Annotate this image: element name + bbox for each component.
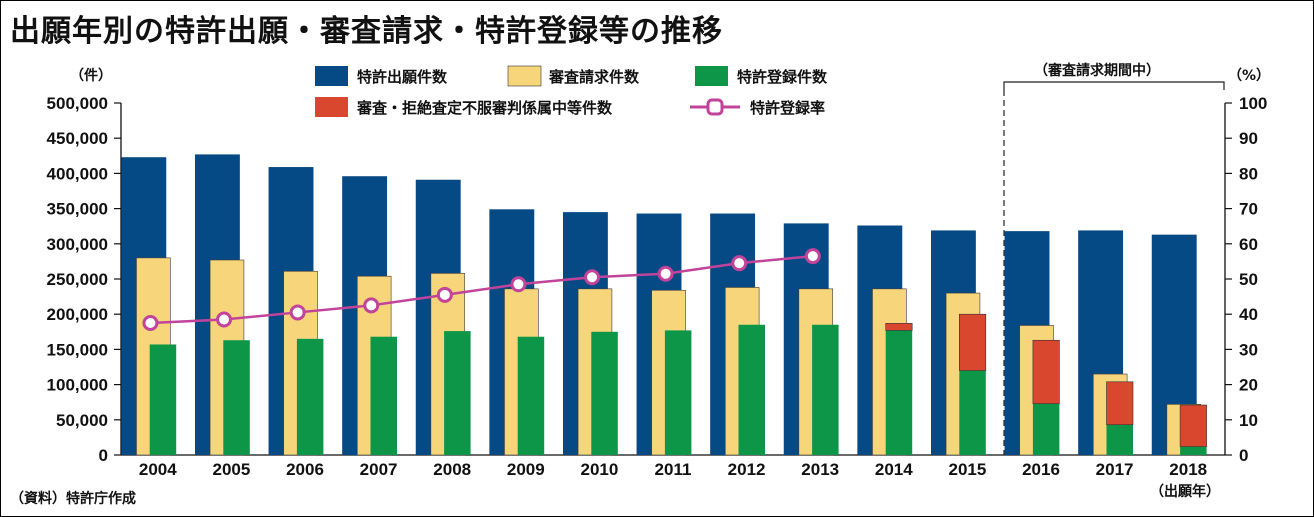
bar-registrations (812, 324, 839, 455)
bar-registrations (149, 344, 177, 455)
x-tick-label: 2005 (212, 460, 250, 479)
left-axis-unit: （件） (70, 67, 112, 84)
x-tick-label: 2013 (801, 460, 839, 479)
period-bracket (1003, 81, 1225, 90)
x-tick-label: 2009 (507, 460, 545, 479)
source-note: （資料）特許庁作成 (10, 490, 136, 507)
legend-label-applications: 特許出願件数 (357, 68, 448, 86)
y-tick-label: 0 (99, 446, 108, 465)
bar-registrations (1180, 446, 1207, 455)
y2-tick-label: 30 (1239, 340, 1258, 359)
y2-tick-label: 10 (1239, 411, 1258, 430)
y-tick-label: 500,000 (47, 94, 108, 113)
bar-pending (959, 313, 987, 371)
x-tick-label: 2004 (139, 460, 177, 479)
legend-label-pending: 審査・拒絶査定不服審判係属中等件数 (356, 99, 613, 117)
bar-registrations (1106, 424, 1133, 455)
bar-registrations (370, 336, 397, 455)
bar-registrations (444, 331, 471, 455)
y2-tick-label: 50 (1239, 270, 1258, 289)
rate-marker (510, 276, 527, 293)
y-tick-label: 50,000 (56, 411, 108, 430)
right-axis-unit: （%） (1228, 68, 1270, 84)
y2-tick-label: 80 (1239, 164, 1258, 183)
x-tick-label: 2006 (286, 460, 324, 479)
rate-marker (289, 304, 306, 321)
chart-title: 出願年別の特許出願・審査請求・特許登録等の推移 (10, 14, 723, 49)
rate-marker (216, 311, 233, 328)
bar-pending (1106, 381, 1134, 426)
legend-label-exam-requests: 審査請求件数 (548, 68, 640, 86)
y2-tick-label: 70 (1239, 200, 1258, 219)
bar-pending (1032, 339, 1060, 404)
bar-pending (1179, 404, 1207, 447)
rate-line (150, 254, 813, 325)
y-tick-label: 100,000 (47, 376, 108, 395)
bar-registrations (664, 330, 692, 455)
x-tick-label: 2007 (360, 460, 398, 479)
y-tick-label: 350,000 (47, 200, 108, 219)
x-tick-label: 2018 (1169, 460, 1207, 479)
legend-marker-rate (706, 98, 724, 116)
rate-line-group (142, 248, 821, 331)
bar-registrations (885, 330, 913, 455)
y2-tick-label: 0 (1239, 446, 1248, 465)
y-tick-label: 250,000 (47, 270, 108, 289)
y-tick-label: 300,000 (47, 235, 108, 254)
legend: 特許出願件数 審査請求件数 特許登録件数 審査・拒絶査定不服審判係属中等件数 特… (315, 65, 828, 117)
bar-registrations (517, 336, 545, 455)
x-tick-label: 2008 (433, 460, 471, 479)
x-tick-label: 2016 (1022, 460, 1060, 479)
y-tick-label: 450,000 (47, 129, 108, 148)
legend-swatch-applications (315, 66, 348, 86)
legend-label-registrations: 特許登録件数 (737, 68, 828, 86)
y2-tick-label: 100 (1239, 94, 1267, 113)
x-tick-label: 2012 (728, 460, 766, 479)
rate-marker (363, 297, 380, 314)
rate-marker (584, 269, 601, 286)
legend-swatch-exam-requests (507, 65, 542, 87)
y2-tick-label: 20 (1239, 376, 1258, 395)
rate-marker (436, 286, 453, 303)
y-tick-label: 150,000 (47, 340, 108, 359)
ticks: 0 50,000 100,000 150,000 200,000 250,000 300,0… (47, 94, 1268, 479)
x-tick-label: 2010 (580, 460, 618, 479)
bar-registrations (223, 340, 250, 455)
legend-swatch-pending (315, 97, 348, 117)
bar-registrations (959, 370, 986, 455)
y2-tick-label: 60 (1239, 235, 1258, 254)
bar-registrations (591, 331, 618, 455)
x-tick-label: 2011 (655, 460, 692, 479)
period-note: （審査請求期間中） (1034, 62, 1160, 79)
legend-swatch-registrations (695, 66, 728, 86)
bar-registrations (738, 324, 765, 455)
legend-label-rate: 特許登録率 (750, 99, 825, 117)
bar-registrations (296, 338, 324, 455)
y2-tick-label: 40 (1239, 305, 1258, 324)
y2-tick-label: 90 (1239, 129, 1258, 148)
x-axis-unit: （出願年） (1150, 483, 1220, 500)
bars (121, 154, 1207, 456)
rate-marker (657, 265, 674, 282)
y-tick-label: 200,000 (47, 305, 108, 324)
x-tick-label: 2017 (1096, 460, 1134, 479)
x-tick-label: 2015 (948, 460, 986, 479)
rate-marker (731, 255, 748, 272)
bar-pending (885, 323, 913, 331)
bar-registrations (1032, 403, 1060, 455)
rate-marker (804, 248, 821, 265)
y-tick-label: 400,000 (47, 164, 108, 183)
x-tick-label: 2014 (875, 460, 913, 479)
rate-marker (142, 315, 159, 331)
